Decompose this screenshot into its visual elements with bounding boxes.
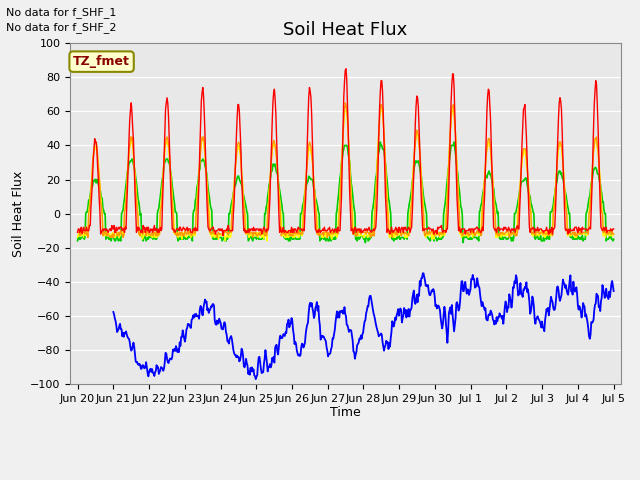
SHF2 [83, 231, 91, 237]
SHF4 [139, 235, 147, 240]
SHF1 [139, 229, 147, 235]
SHF5 [193, 313, 201, 319]
Title: Soil Heat Flux: Soil Heat Flux [284, 21, 408, 39]
SHF3 [221, 238, 229, 244]
SHF4 [428, 235, 436, 240]
SHF3 [428, 236, 436, 242]
Text: TZ_fmet: TZ_fmet [73, 55, 130, 68]
SHF3 [139, 236, 147, 242]
SHF2 [341, 100, 349, 106]
SHF4 [362, 240, 369, 245]
SHF1 [74, 229, 81, 235]
Line: SHF5: SHF5 [113, 273, 614, 379]
Line: SHF2: SHF2 [77, 103, 614, 238]
SHF1 [412, 103, 420, 109]
SHF2 [74, 229, 81, 235]
SHF4 [610, 236, 618, 242]
SHF5 [411, 299, 419, 304]
SHF5 [139, 362, 147, 368]
Text: No data for f_SHF_2: No data for f_SHF_2 [6, 22, 117, 33]
SHF3 [74, 235, 81, 240]
SHF5 [426, 292, 434, 298]
SHF2 [610, 231, 618, 237]
SHF2 [412, 132, 420, 138]
SHF3 [222, 235, 230, 240]
X-axis label: Time: Time [330, 407, 361, 420]
SHF2 [140, 231, 147, 237]
SHF1 [222, 228, 230, 234]
SHF4 [193, 185, 201, 191]
SHF3 [412, 132, 420, 138]
SHF1 [193, 226, 201, 232]
SHF1 [342, 66, 350, 72]
SHF2 [194, 193, 202, 200]
SHF5 [610, 288, 618, 294]
Line: SHF4: SHF4 [77, 142, 614, 242]
SHF4 [221, 238, 229, 244]
SHF3 [193, 201, 201, 206]
Y-axis label: Soil Heat Flux: Soil Heat Flux [12, 170, 25, 257]
SHF3 [610, 231, 618, 237]
Line: SHF1: SHF1 [77, 69, 614, 236]
SHF3 [83, 233, 91, 239]
SHF4 [412, 158, 420, 164]
SHF3 [377, 107, 385, 112]
Text: No data for f_SHF_1: No data for f_SHF_1 [6, 7, 116, 18]
SHF1 [428, 228, 436, 234]
SHF2 [428, 228, 436, 234]
Line: SHF3: SHF3 [77, 109, 614, 241]
SHF1 [83, 228, 91, 234]
SHF4 [376, 139, 384, 145]
SHF4 [74, 238, 81, 244]
SHF4 [83, 209, 91, 215]
SHF1 [219, 233, 227, 239]
SHF5 [221, 321, 229, 327]
SHF1 [610, 226, 618, 232]
SHF2 [84, 235, 92, 240]
SHF2 [222, 229, 230, 235]
